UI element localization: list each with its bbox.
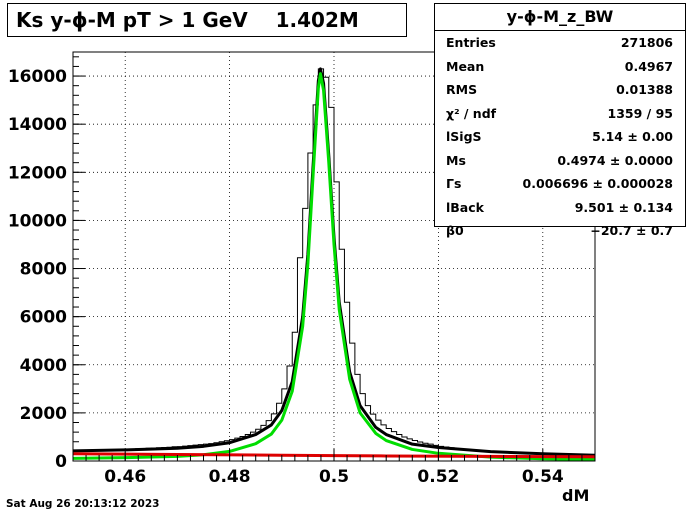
histogram-bin [350, 343, 355, 461]
x-tick-label: 0.54 [522, 467, 564, 487]
stats-row-mean: Mean 0.4967 [435, 55, 685, 79]
stats-row-lback: lBack 9.501 ± 0.134 [435, 196, 685, 220]
axes: 0.46 0.48 0.5 0.52 0.54 0 2000 4000 6000 8000 1000… [8, 56, 596, 487]
y-tick-label: 2000 [20, 404, 67, 424]
stats-title: y-ϕ-M_z_BW [435, 4, 685, 31]
y-tick-label: 8000 [20, 260, 67, 280]
histogram-bin [334, 182, 339, 461]
total-fit-curve [72, 67, 596, 457]
x-tick-label: 0.5 [319, 467, 349, 487]
y-tick-label: 16000 [8, 67, 67, 87]
stats-label: Mean [446, 58, 485, 74]
stats-value: 0.01388 [616, 82, 673, 98]
y-tick-label: 0 [55, 452, 67, 472]
signal-fit-curve [72, 72, 596, 462]
y-tick-label: 4000 [20, 356, 67, 376]
stats-label: RMS [446, 82, 478, 98]
y-tick-label: 12000 [8, 163, 67, 183]
stats-row-beta0: β0 −20.7 ± 0.7 [435, 219, 685, 243]
stats-row-entries: Entries 271806 [435, 31, 685, 55]
stats-value: 271806 [620, 35, 673, 51]
stats-label: Entries [446, 35, 496, 51]
stats-row-lsigs: lSigS 5.14 ± 0.00 [435, 125, 685, 149]
stats-value: 9.501 ± 0.134 [574, 199, 673, 215]
stats-label: lSigS [446, 129, 482, 145]
stats-row-ms: Ms 0.4974 ± 0.0000 [435, 149, 685, 173]
stats-value: 1359 / 95 [607, 105, 673, 121]
x-tick-label: 0.52 [417, 467, 459, 487]
stats-value: 5.14 ± 0.00 [592, 129, 673, 145]
stats-value: 0.4974 ± 0.0000 [557, 152, 673, 168]
histogram-bin [339, 249, 344, 461]
y-tick-label: 10000 [8, 211, 67, 231]
x-axis-title: dM [562, 486, 590, 505]
stats-label: lBack [446, 199, 484, 215]
stats-label: β0 [446, 223, 464, 239]
x-tick-label: 0.48 [209, 467, 251, 487]
stats-box: y-ϕ-M_z_BW Entries 271806 Mean 0.4967 RM… [434, 3, 686, 238]
stats-label: χ² / ndf [446, 105, 497, 121]
histogram-bin [318, 69, 323, 461]
stats-value: −20.7 ± 0.7 [590, 223, 673, 239]
stats-row-chi2: χ² / ndf 1359 / 95 [435, 102, 685, 126]
histogram-title: Ks y-ϕ-M pT > 1 GeV 1.402M [7, 3, 407, 37]
stats-label: Γs [446, 176, 462, 192]
y-tick-label: 14000 [8, 115, 67, 135]
stats-value: 0.006696 ± 0.000028 [522, 176, 673, 192]
stats-value: 0.4967 [624, 58, 673, 74]
x-tick-label: 0.46 [104, 467, 146, 487]
stats-label: Ms [446, 152, 466, 168]
y-tick-label: 6000 [20, 308, 67, 328]
stats-row-gamma: Γs 0.006696 ± 0.000028 [435, 172, 685, 196]
stats-row-rms: RMS 0.01388 [435, 78, 685, 102]
footer-date: Sat Aug 26 20:13:12 2023 [6, 498, 160, 510]
